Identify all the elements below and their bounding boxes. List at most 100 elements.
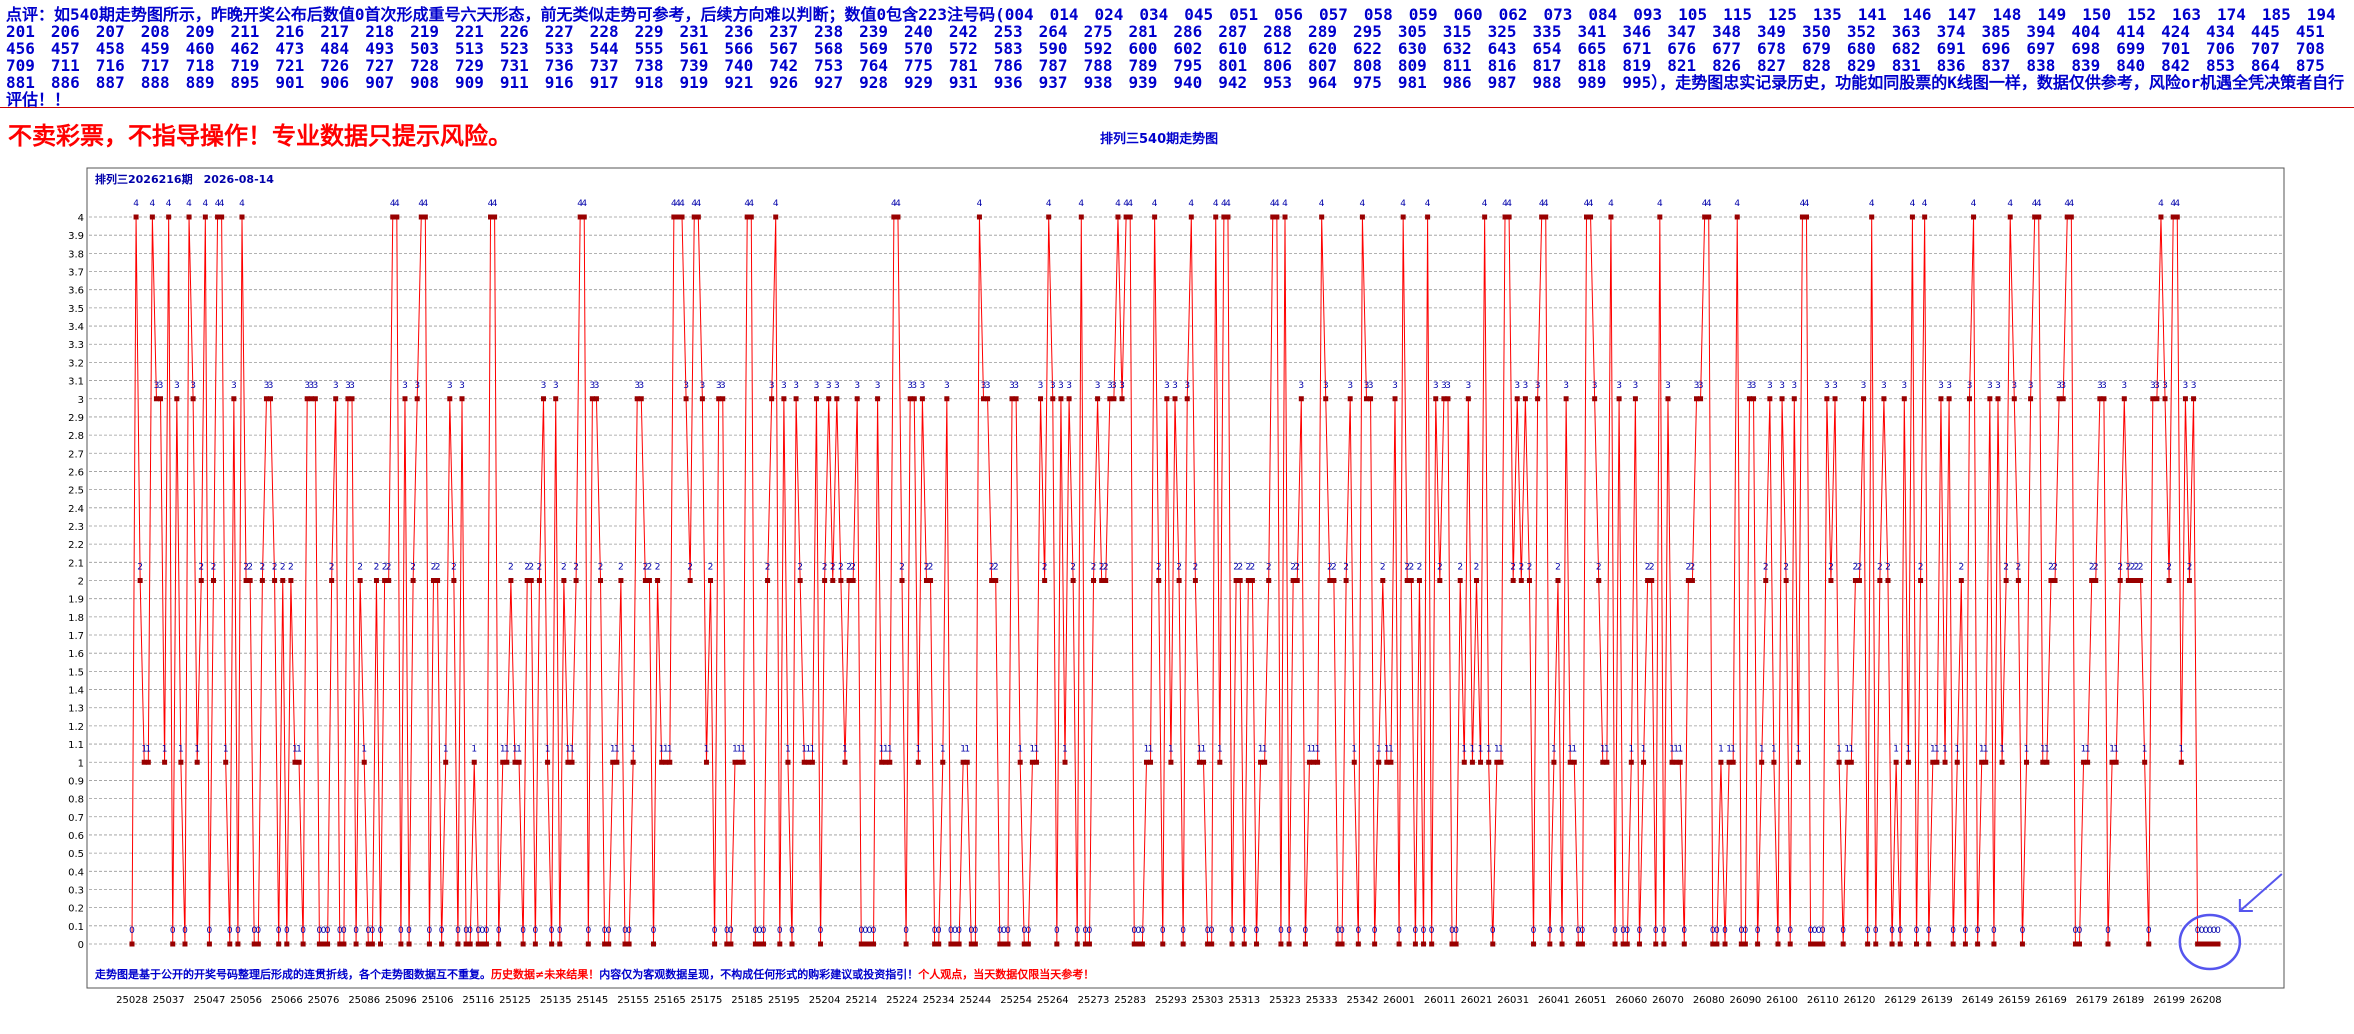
- data-label: 0: [1820, 926, 1826, 936]
- data-label: 1: [565, 744, 571, 754]
- data-label: 1: [667, 744, 673, 754]
- data-point: [1702, 214, 1708, 220]
- data-label: 3: [1751, 381, 1757, 391]
- data-label: 0: [1547, 926, 1553, 936]
- data-label: 1: [1486, 744, 1492, 754]
- data-point: [964, 759, 970, 765]
- data-label: 3: [1535, 381, 1541, 391]
- data-label: 2: [618, 563, 624, 573]
- data-label: 1: [1034, 744, 1040, 754]
- x-tick-label: 26189: [2112, 995, 2144, 1006]
- data-label: 0: [1963, 926, 1969, 936]
- data-point: [1535, 396, 1541, 402]
- data-label: 1: [940, 744, 946, 754]
- data-label: 2: [1510, 563, 1516, 573]
- data-point: [1351, 759, 1357, 765]
- y-tick-label: 0.5: [68, 849, 84, 860]
- data-label: 2: [272, 563, 278, 573]
- data-label: 0: [1889, 926, 1895, 936]
- data-label: 0: [480, 926, 486, 936]
- data-label: 4: [1922, 199, 1928, 209]
- data-point: [1241, 941, 1247, 947]
- data-point: [483, 941, 489, 947]
- data-point: [1897, 941, 1903, 947]
- data-point: [1205, 941, 1211, 947]
- data-label: 1: [1201, 744, 1207, 754]
- data-label: 1: [1677, 744, 1683, 754]
- data-label: 3: [1698, 381, 1704, 391]
- data-label: 0: [1775, 926, 1781, 936]
- data-point: [430, 578, 436, 583]
- data-label: 0: [1580, 926, 1586, 936]
- data-point: [781, 396, 787, 402]
- data-point: [1042, 578, 1048, 583]
- data-point: [1665, 396, 1671, 402]
- data-point: [1408, 578, 1414, 583]
- data-point: [2186, 578, 2192, 583]
- data-point: [1416, 578, 1422, 583]
- data-point: [1975, 941, 1981, 947]
- data-point: [1820, 941, 1826, 947]
- data-point: [1551, 759, 1557, 765]
- data-point: [1058, 396, 1064, 402]
- data-label: 2: [1404, 563, 1410, 573]
- data-point: [1363, 396, 1369, 402]
- data-point: [532, 941, 538, 947]
- y-tick-label: 4: [78, 213, 84, 224]
- data-point: [528, 578, 534, 583]
- data-point: [1759, 759, 1765, 765]
- data-label: 4: [1213, 199, 1219, 209]
- data-label: 3: [907, 381, 913, 391]
- data-label: 0: [1372, 926, 1378, 936]
- data-point: [752, 941, 758, 947]
- data-label: 0: [1559, 926, 1565, 936]
- data-point: [312, 396, 318, 402]
- data-label: 2: [2015, 563, 2021, 573]
- data-label: 0: [948, 926, 954, 936]
- data-point: [1909, 214, 1915, 220]
- data-label: 1: [512, 744, 518, 754]
- data-point: [761, 941, 767, 947]
- data-point: [1368, 396, 1374, 402]
- data-label: 1: [1673, 744, 1679, 754]
- data-label: 3: [2154, 381, 2160, 391]
- data-point: [1950, 941, 1956, 947]
- y-tick-label: 2.4: [68, 504, 84, 515]
- data-point: [194, 759, 200, 765]
- data-point: [972, 941, 978, 947]
- data-label: 4: [773, 199, 779, 209]
- data-point: [1172, 396, 1178, 402]
- y-tick-label: 3.3: [68, 340, 84, 351]
- data-label: 0: [2211, 926, 2217, 936]
- data-point: [895, 214, 901, 220]
- data-point: [1286, 941, 1292, 947]
- data-point: [703, 759, 709, 765]
- data-label: 1: [500, 744, 506, 754]
- data-point: [899, 578, 905, 583]
- x-tick-label: 25047: [194, 995, 226, 1006]
- data-point: [1461, 759, 1467, 765]
- x-tick-label: 25116: [462, 995, 494, 1006]
- x-tick-label: 26179: [2076, 995, 2108, 1006]
- data-point: [1139, 941, 1145, 947]
- data-label: 2: [2126, 563, 2132, 573]
- data-label: 0: [1429, 926, 1435, 936]
- data-label: 0: [276, 926, 282, 936]
- data-label: 1: [1628, 744, 1634, 754]
- data-label: 4: [679, 199, 685, 209]
- data-point: [858, 941, 864, 947]
- data-label: 3: [1050, 381, 1056, 391]
- data-point: [1649, 578, 1655, 583]
- chart-heading: 排列三540期走势图: [1100, 132, 1219, 147]
- y-tick-label: 1.1: [68, 740, 84, 751]
- data-point: [2072, 941, 2078, 947]
- data-label: 0: [651, 926, 657, 936]
- data-point: [1905, 759, 1911, 765]
- data-label: 2: [989, 563, 995, 573]
- data-label: 0: [1355, 926, 1361, 936]
- data-point: [1086, 941, 1092, 947]
- data-point: [1282, 214, 1288, 220]
- data-point: [2011, 396, 2017, 402]
- y-tick-label: 0.1: [68, 922, 84, 933]
- data-label: 1: [1494, 744, 1500, 754]
